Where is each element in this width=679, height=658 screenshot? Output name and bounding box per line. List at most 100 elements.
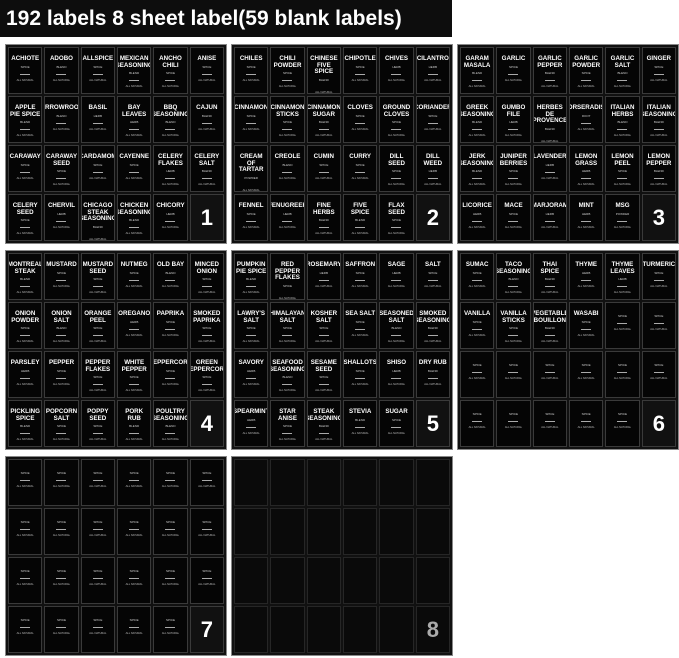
label-footer: ALL NATURAL	[504, 134, 523, 137]
label-name: CHERVIL	[47, 202, 76, 209]
spice-label: JUNIPER BERRIES SPICE ALL NATURAL	[496, 145, 531, 192]
spice-label: DRY RUB BLEND ALL NATURAL	[415, 351, 450, 398]
label-name: CUMIN	[313, 153, 334, 160]
blank-label: SPICE ALL NATURAL	[641, 351, 676, 398]
label-type: SPICE	[355, 270, 365, 275]
label-divider	[165, 220, 176, 222]
label-type: SPICE	[391, 218, 401, 222]
label-type: SPICE	[20, 218, 30, 222]
label-footer: ALL NATURAL	[52, 438, 71, 441]
label-name: CORIANDER	[415, 104, 450, 111]
spice-label: BAY LEAVES HERB ALL NATURAL	[116, 96, 152, 143]
label-name: STEAK SEASONING	[306, 408, 341, 422]
label-name: ONION SALT	[51, 310, 72, 324]
label-type: SPICE	[246, 211, 256, 216]
label-divider	[508, 372, 519, 373]
label-footer: ALL NATURAL	[198, 389, 216, 392]
label-divider	[92, 480, 103, 481]
spice-label: CORIANDER SPICE ALL NATURAL	[415, 96, 450, 143]
label-divider	[282, 335, 293, 336]
spice-label: SUGAR SPICE ALL NATURAL	[379, 400, 414, 447]
blank-label	[379, 459, 414, 506]
label-type: SPICE	[165, 520, 175, 524]
label-footer: ALL NATURAL	[468, 333, 486, 337]
label-divider	[472, 421, 483, 422]
blank-label: SPICE ALL NATURAL	[153, 606, 188, 653]
label-divider	[544, 171, 555, 173]
label-footer: ALL NATURAL	[351, 127, 369, 131]
label-type: HERB	[581, 270, 591, 275]
blank-label: SPICE ALL NATURAL	[605, 400, 640, 447]
label-footer: ALL NATURAL	[242, 382, 260, 386]
label-footer: ALL NATURAL	[89, 534, 107, 537]
blank-label	[379, 606, 414, 653]
blank-label: SPICE ALL NATURAL	[44, 459, 79, 506]
label-divider	[246, 286, 257, 287]
label-name: SUMAC	[465, 261, 489, 268]
label-name: MARJORAM	[532, 202, 567, 209]
label-name: MONTREAL STEAK	[8, 261, 43, 275]
label-type: SPICE	[319, 162, 329, 167]
spice-label: GREEK SEASONING BLEND ALL NATURAL	[460, 96, 495, 143]
label-footer: ALL NATURAL	[468, 134, 486, 137]
label-footer: ALL NATURAL	[52, 284, 71, 288]
label-type: HERB	[93, 113, 102, 118]
label-divider	[508, 335, 519, 336]
label-type: SPICE	[472, 319, 482, 324]
label-footer: ALL NATURAL	[16, 232, 34, 235]
label-type: BLEND	[165, 120, 176, 124]
label-footer: ALL NATURAL	[577, 333, 595, 337]
label-type: HERB	[581, 169, 591, 173]
label-footer: ALL NATURAL	[125, 438, 143, 441]
label-divider	[20, 529, 31, 530]
spice-label: ACHIOTE SPICE ALL NATURAL	[8, 47, 43, 94]
label-footer: ALL NATURAL	[613, 85, 632, 88]
spice-label: FLAX SEED SPICE ALL NATURAL	[379, 194, 414, 241]
label-name: SEASONED SALT	[379, 310, 414, 324]
label-footer: ALL NATURAL	[541, 426, 559, 429]
label-name: LEMON PEEL	[611, 153, 634, 167]
label-divider	[56, 480, 67, 481]
blank-label	[234, 459, 269, 506]
spice-label: PEPPER FLAKES SPICE ALL NATURAL	[80, 351, 115, 398]
label-footer: ALL NATURAL	[198, 485, 216, 488]
label-name: SHALLOTS	[343, 359, 377, 366]
label-name: KOSHER SALT	[310, 310, 338, 324]
label-footer: ALL NATURAL	[351, 78, 369, 82]
label-name: WHITE PEPPER	[121, 359, 147, 373]
label-type: BLEND	[129, 218, 140, 222]
label-type: SPICE	[282, 326, 292, 330]
label-name: VEGETABLE BOUILLON	[532, 310, 567, 324]
blank-label: SPICE ALL NATURAL	[460, 400, 495, 447]
label-name: GINGER	[646, 55, 672, 62]
label-type: SPICE	[617, 169, 627, 173]
label-type: SPICE	[319, 326, 329, 330]
label-divider	[165, 178, 176, 179]
label-name: CINNAMON STICKS	[270, 104, 305, 118]
blank-label: SPICE ALL NATURAL	[44, 508, 79, 555]
label-divider	[427, 335, 438, 336]
label-footer: ALL NATURAL	[161, 632, 180, 635]
label-type: SPICE	[20, 569, 30, 573]
label-footer: ALL NATURAL	[16, 438, 34, 441]
label-type: BLEND	[201, 113, 212, 118]
spice-label: DILL SEED SPICE ALL NATURAL	[379, 145, 414, 192]
label-footer: ALL NATURAL	[541, 377, 559, 380]
label-name: POULTRY SEASONING	[153, 408, 188, 422]
label-footer: ALL NATURAL	[161, 583, 180, 586]
label-divider	[581, 279, 592, 281]
spice-label: CHICORY HERB ALL NATURAL	[153, 194, 188, 241]
label-divider	[355, 279, 366, 281]
label-type: SPICE	[472, 412, 482, 416]
label-type: SPICE	[355, 368, 365, 373]
spice-label: CINNAMON SUGAR BLEND ALL NATURAL	[306, 96, 341, 143]
label-name: PAPRIKA	[156, 310, 185, 317]
spice-label: ITALIAN HERBS BLEND ALL NATURAL	[605, 96, 640, 143]
label-type: SPICE	[20, 64, 30, 69]
spice-label: POULTRY SEASONING BLEND ALL NATURAL	[153, 400, 188, 447]
label-name: BBQ SEASONING	[153, 104, 188, 118]
label-divider	[20, 171, 31, 173]
blank-label: SPICE ALL NATURAL	[80, 557, 115, 604]
label-divider	[92, 335, 103, 336]
label-divider	[391, 279, 402, 281]
